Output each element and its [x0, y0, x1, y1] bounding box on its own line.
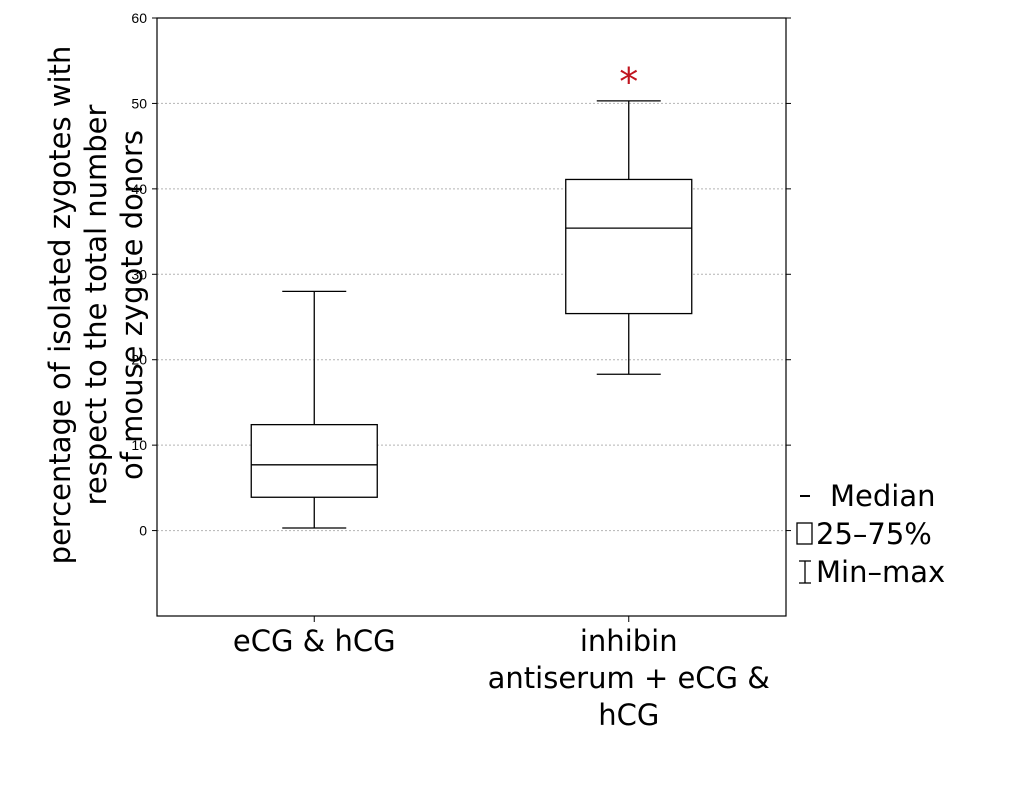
- y-tick-label: 30: [131, 266, 147, 282]
- boxes: *: [250, 60, 693, 622]
- legend-item: 25–75%: [796, 517, 932, 551]
- legend-label: 25–75%: [816, 517, 932, 551]
- category-label: hCG: [598, 698, 659, 732]
- legend-item: Median: [800, 479, 935, 513]
- y-tick-label: 20: [131, 352, 147, 368]
- category-label: antiserum + eCG &: [488, 661, 770, 695]
- y-tick-label: 0: [139, 523, 147, 539]
- category-label: inhibin: [580, 624, 678, 658]
- legend-label: Median: [830, 479, 935, 513]
- legend-item: Min–max: [799, 555, 945, 589]
- legend-label: Min–max: [816, 555, 945, 589]
- y-tick-label: 60: [131, 10, 147, 26]
- y-tick-label: 40: [131, 181, 147, 197]
- significance-marker: *: [619, 60, 638, 104]
- y-tick-label: 50: [131, 95, 147, 111]
- y-axis-label-line: of mouse zygote donors: [115, 130, 149, 480]
- legend-box-symbol: [796, 522, 813, 545]
- y-axis-label-line: percentage of isolated zygotes with: [43, 46, 77, 565]
- y-axis-label-line: respect to the total number: [79, 104, 113, 505]
- iqr-box: [250, 423, 378, 498]
- iqr-box: [565, 178, 693, 315]
- category-label: eCG & hCG: [233, 624, 396, 658]
- y-axis-label: percentage of isolated zygotes withrespe…: [43, 46, 149, 565]
- plot-frame: [156, 17, 787, 617]
- y-tick-label: 10: [131, 437, 147, 453]
- y-axis-ticks: 0 10 20 30 40 50 60: [131, 10, 791, 539]
- legend: Median 25–75% Min–max: [796, 479, 945, 589]
